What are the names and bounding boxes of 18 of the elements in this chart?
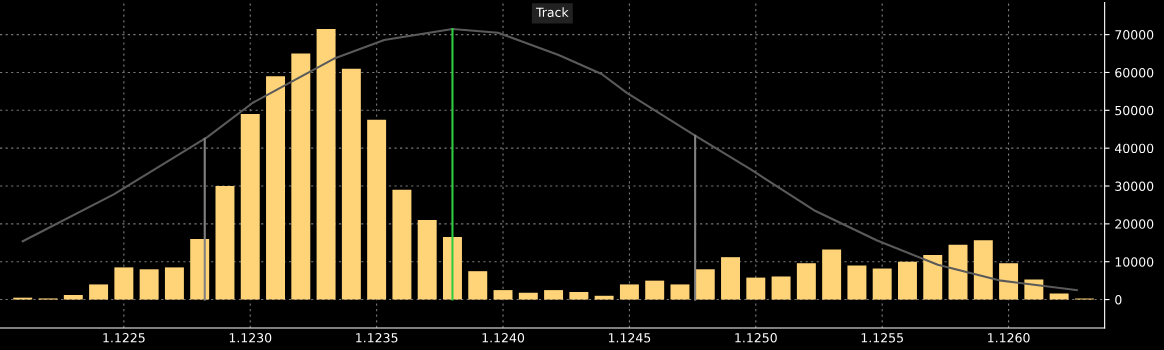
y-tick-label: 40000	[1114, 143, 1154, 154]
x-tick-label: 1.1230	[229, 333, 272, 343]
y-tick-label: 0	[1115, 295, 1122, 305]
x-tick-label: 1.1245	[608, 333, 651, 343]
x-tick-label: 1.1255	[861, 333, 903, 343]
y-tick-label: 20000	[1115, 219, 1154, 229]
x-tick-label: 1.1250	[735, 333, 777, 343]
y-tick-label: 60000	[1115, 67, 1154, 78]
line-series	[21, 27, 1078, 292]
y-tick-label: 10000	[1115, 257, 1154, 267]
x-tick-label: 1.1235	[356, 333, 398, 343]
y-tick-label: 50000	[1115, 105, 1154, 116]
y-tick-label: 70000	[1115, 30, 1154, 40]
annotation: Track	[535, 7, 569, 18]
x-tick-label: 1.1225	[103, 333, 145, 343]
x-tick-label: 1.1260	[988, 333, 1030, 343]
y-tick-label: 30000	[1115, 181, 1154, 191]
x-tick-label: 1.1240	[482, 333, 525, 343]
